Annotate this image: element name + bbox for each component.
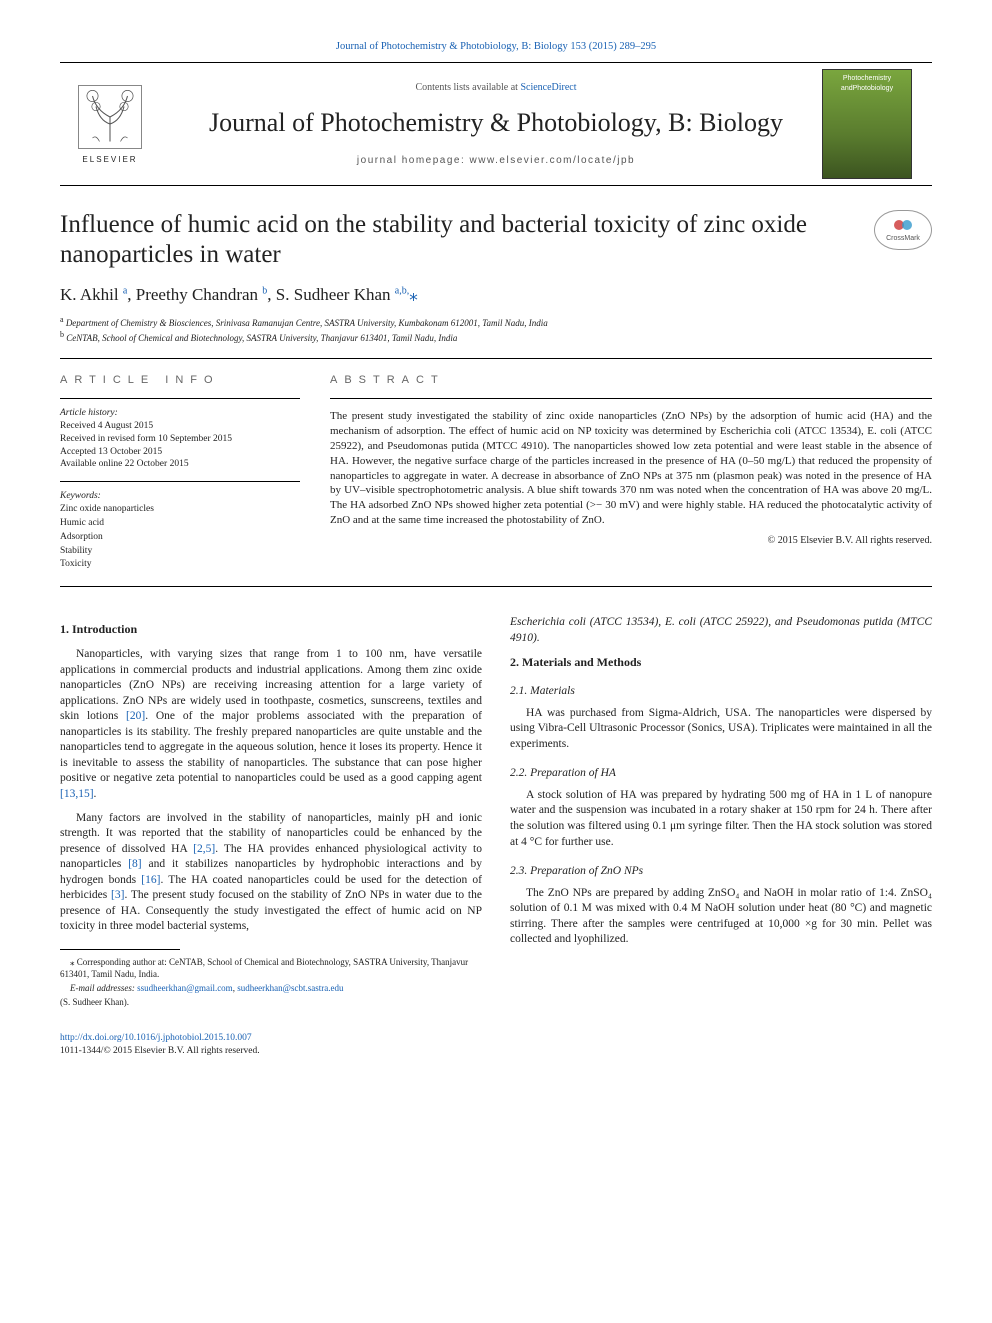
cover-text-1: Photochemistry [827, 74, 907, 83]
top-citation-link[interactable]: Journal of Photochemistry & Photobiology… [336, 41, 656, 52]
email-2-link[interactable]: sudheerkhan@scbt.sastra.edu [237, 983, 343, 993]
article-info: ARTICLE INFO Article history: Received 4… [60, 373, 300, 572]
issn-line: 1011-1344/© 2015 Elsevier B.V. All right… [60, 1045, 932, 1058]
ref-2-5-link[interactable]: [2,5] [193, 843, 215, 855]
history-online: Available online 22 October 2015 [60, 458, 300, 471]
s21-heading: 2.1. Materials [510, 684, 932, 700]
crossmark-label: CrossMark [886, 234, 920, 243]
abstract-text: The present study investigated the stabi… [330, 409, 932, 528]
intro-p2-e: . The present study focused on the stabi… [60, 889, 482, 932]
corr-text: Corresponding author at: CeNTAB, School … [60, 957, 468, 979]
homepage-line: journal homepage: www.elsevier.com/locat… [182, 154, 810, 168]
contents-line: Contents lists available at ScienceDirec… [182, 81, 810, 95]
ref-16-link[interactable]: [16] [141, 874, 160, 886]
col2-first-text: Escherichia coli (ATCC 13534), E. coli (… [510, 616, 932, 644]
masthead: ELSEVIER Contents lists available at Sci… [60, 62, 932, 186]
rule-bottom [60, 586, 932, 587]
aff-a: Department of Chemistry & Biosciences, S… [66, 318, 548, 328]
footer: http://dx.doi.org/10.1016/j.jphotobiol.2… [60, 1032, 932, 1058]
abstract: ABSTRACT The present study investigated … [330, 373, 932, 572]
body: 1. Introduction Nanoparticles, with vary… [60, 615, 932, 1010]
column-left: 1. Introduction Nanoparticles, with vary… [60, 615, 482, 1010]
author-3-aff[interactable]: a,b, [395, 286, 409, 297]
history-accepted: Accepted 13 October 2015 [60, 446, 300, 459]
journal-title: Journal of Photochemistry & Photobiology… [182, 105, 810, 140]
s22-text: A stock solution of HA was prepared by h… [510, 788, 932, 850]
s21-text: HA was purchased from Sigma-Aldrich, USA… [510, 706, 932, 753]
author-1: K. Akhil a [60, 285, 127, 304]
history-received: Received 4 August 2015 [60, 420, 300, 433]
article-info-label: ARTICLE INFO [60, 373, 300, 388]
doi-link[interactable]: http://dx.doi.org/10.1016/j.jphotobiol.2… [60, 1033, 252, 1043]
ref-20-link[interactable]: [20] [126, 710, 145, 722]
crossmark-badge[interactable]: CrossMark [874, 210, 932, 250]
email-person: (S. Sudheer Khan). [60, 996, 482, 1008]
author-list: K. Akhil a, Preethy Chandran b, S. Sudhe… [60, 284, 932, 307]
abstract-copyright: © 2015 Elsevier B.V. All rights reserved… [330, 534, 932, 548]
keywords-list: Zinc oxide nanoparticles Humic acid Adso… [60, 503, 300, 571]
top-citation: Journal of Photochemistry & Photobiology… [60, 40, 932, 54]
s23-heading: 2.3. Preparation of ZnO NPs [510, 864, 932, 880]
ref-8-link[interactable]: [8] [128, 858, 141, 870]
keyword-4: Stability [60, 545, 300, 558]
cover-text-2: andPhotobiology [827, 84, 907, 93]
sciencedirect-link[interactable]: ScienceDirect [520, 82, 576, 93]
intro-heading: 1. Introduction [60, 621, 482, 637]
author-2: Preethy Chandran b [136, 285, 268, 304]
intro-p2: Many factors are involved in the stabili… [60, 811, 482, 935]
ref-13-15-link[interactable]: [13,15] [60, 788, 94, 800]
email-label: E-mail addresses: [70, 983, 137, 993]
s23-text: The ZnO NPs are prepared by adding ZnSO₄… [510, 886, 932, 948]
journal-cover: Photochemistry andPhotobiology [822, 69, 912, 179]
keyword-1: Zinc oxide nanoparticles [60, 503, 300, 516]
homepage-prefix: journal homepage: [357, 155, 470, 166]
keyword-5: Toxicity [60, 558, 300, 571]
s22-heading: 2.2. Preparation of HA [510, 766, 932, 782]
methods-heading: 2. Materials and Methods [510, 654, 932, 670]
corr-mark[interactable]: ⁎ [409, 285, 418, 304]
elsevier-logo: ELSEVIER [60, 74, 160, 174]
author-1-name: K. Akhil [60, 285, 119, 304]
col2-first: Escherichia coli (ATCC 13534), E. coli (… [510, 615, 932, 646]
aff-a-sup: a [60, 315, 64, 324]
author-1-aff[interactable]: a [123, 286, 127, 297]
author-2-name: Preethy Chandran [136, 285, 258, 304]
footnotes: ⁎ Corresponding author at: CeNTAB, Schoo… [60, 956, 482, 1009]
keyword-2: Humic acid [60, 517, 300, 530]
elsevier-tree-icon [75, 82, 145, 152]
keyword-3: Adsorption [60, 531, 300, 544]
email-1-link[interactable]: ssudheerkhan@gmail.com [137, 983, 233, 993]
info-rule-2 [60, 481, 300, 482]
aff-b: CeNTAB, School of Chemical and Biotechno… [66, 333, 457, 343]
author-3: S. Sudheer Khan a,b,⁎ [276, 285, 418, 304]
rule-top [60, 358, 932, 359]
abstract-label: ABSTRACT [330, 373, 932, 388]
contents-prefix: Contents lists available at [415, 82, 520, 93]
affiliations: a Department of Chemistry & Biosciences,… [60, 315, 932, 344]
abstract-rule [330, 398, 932, 399]
history-revised: Received in revised form 10 September 20… [60, 433, 300, 446]
author-2-aff[interactable]: b [262, 286, 267, 297]
publisher-name: ELSEVIER [82, 155, 137, 166]
info-rule-1 [60, 398, 300, 399]
intro-p1: Nanoparticles, with varying sizes that r… [60, 647, 482, 802]
corr-symbol: ⁎ [70, 957, 75, 967]
ref-3-link[interactable]: [3] [111, 889, 124, 901]
homepage-url: www.elsevier.com/locate/jpb [470, 155, 636, 166]
author-3-name: S. Sudheer Khan [276, 285, 391, 304]
crossmark-icon [893, 217, 913, 233]
footnote-rule [60, 949, 180, 950]
aff-b-sup: b [60, 330, 64, 339]
intro-p1-c: . [94, 788, 97, 800]
keywords-label: Keywords: [60, 490, 300, 503]
column-right: Escherichia coli (ATCC 13534), E. coli (… [510, 615, 932, 1010]
email-footnote: E-mail addresses: ssudheerkhan@gmail.com… [60, 982, 482, 994]
corr-footnote: ⁎ Corresponding author at: CeNTAB, Schoo… [60, 956, 482, 980]
article-title: Influence of humic acid on the stability… [60, 210, 854, 270]
history-label: Article history: [60, 407, 300, 420]
